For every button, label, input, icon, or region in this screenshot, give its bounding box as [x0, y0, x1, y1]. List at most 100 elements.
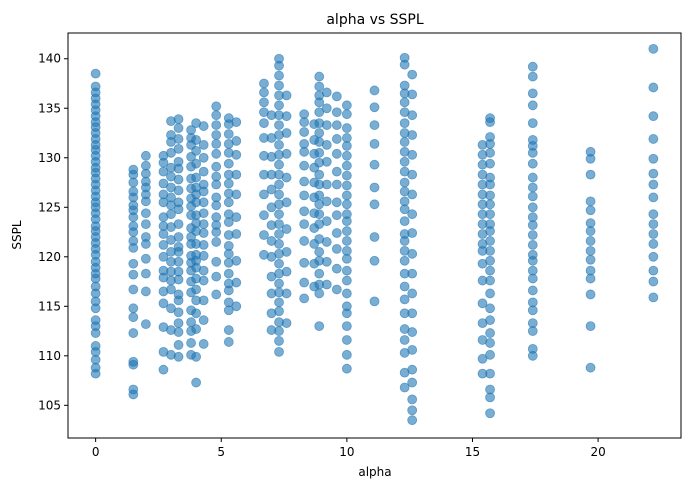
- data-point: [648, 179, 659, 190]
- data-point: [128, 221, 139, 231]
- data-point: [341, 288, 352, 299]
- data-point: [399, 177, 410, 188]
- data-point: [485, 172, 495, 183]
- data-point: [223, 129, 234, 139]
- data-point: [90, 315, 101, 326]
- data-point: [585, 254, 596, 265]
- data-point: [274, 209, 284, 220]
- data-point: [369, 182, 380, 193]
- data-point: [341, 321, 352, 332]
- data-point: [140, 286, 151, 297]
- data-point: [299, 176, 310, 187]
- data-point: [281, 128, 292, 138]
- data-point: [299, 109, 310, 120]
- chart-title: alpha vs SSPL: [326, 12, 424, 28]
- data-point: [485, 199, 495, 210]
- data-point: [648, 168, 659, 179]
- data-point: [231, 229, 242, 239]
- plot-area-frame: [67, 32, 682, 439]
- data-point: [407, 327, 418, 337]
- data-point: [211, 148, 222, 159]
- data-point: [648, 134, 659, 144]
- x-axis-label: alpha: [358, 465, 391, 479]
- data-point: [166, 303, 176, 314]
- data-point: [158, 364, 169, 375]
- data-point: [331, 120, 342, 130]
- data-point: [321, 279, 332, 290]
- data-point: [173, 340, 184, 350]
- data-point: [314, 209, 325, 220]
- data-point: [331, 243, 342, 254]
- data-point: [527, 88, 538, 99]
- data-point: [173, 174, 184, 185]
- data-point: [140, 268, 151, 279]
- data-point: [399, 255, 410, 266]
- data-point: [321, 256, 332, 267]
- data-point: [231, 136, 242, 146]
- data-point: [223, 113, 234, 124]
- data-point: [198, 166, 209, 177]
- data-point: [274, 219, 284, 230]
- data-point: [281, 246, 292, 257]
- x-tick-label: 0: [92, 445, 100, 459]
- data-point: [341, 275, 352, 286]
- data-point: [173, 266, 184, 277]
- data-point: [407, 377, 418, 388]
- data-point: [299, 190, 310, 201]
- data-point: [399, 281, 410, 292]
- data-point: [274, 139, 284, 150]
- data-point: [485, 408, 495, 419]
- data-point: [173, 185, 184, 196]
- data-point: [369, 102, 380, 113]
- data-point: [186, 125, 197, 135]
- data-point: [585, 289, 596, 300]
- data-point: [231, 277, 242, 288]
- data-point: [527, 71, 538, 82]
- data-point: [485, 147, 495, 158]
- data-point: [399, 137, 410, 147]
- data-point: [191, 377, 202, 388]
- data-point: [321, 196, 332, 207]
- data-point: [399, 118, 410, 129]
- data-point: [341, 236, 352, 246]
- data-point: [166, 192, 176, 203]
- data-point: [407, 149, 418, 160]
- data-point: [485, 255, 495, 266]
- data-point: [173, 123, 184, 133]
- data-point: [274, 53, 284, 64]
- data-point: [314, 128, 325, 138]
- data-point: [341, 133, 352, 143]
- data-point: [198, 265, 209, 276]
- data-point: [648, 43, 659, 54]
- data-point: [259, 78, 269, 89]
- data-point: [585, 146, 596, 157]
- data-point: [331, 107, 342, 118]
- data-point: [140, 219, 151, 230]
- data-point: [331, 263, 342, 274]
- data-point: [648, 82, 659, 93]
- data-point: [299, 127, 310, 137]
- data-point: [399, 80, 410, 91]
- data-point: [198, 315, 209, 326]
- data-point: [527, 182, 538, 193]
- data-point: [321, 103, 332, 114]
- data-point: [231, 255, 242, 266]
- data-point: [485, 349, 495, 360]
- data-point: [527, 61, 538, 72]
- data-point: [399, 97, 410, 108]
- data-point: [259, 118, 269, 129]
- x-tick-label: 10: [339, 445, 354, 459]
- data-point: [485, 288, 495, 299]
- data-point: [299, 138, 310, 149]
- data-point: [399, 196, 410, 207]
- data-point: [274, 306, 284, 317]
- data-point: [128, 186, 139, 197]
- data-point: [399, 382, 410, 393]
- data-point: [198, 219, 209, 230]
- data-point: [281, 224, 292, 234]
- data-point: [321, 156, 332, 167]
- data-point: [369, 255, 380, 266]
- data-point: [341, 209, 352, 220]
- data-point: [485, 303, 495, 314]
- data-point: [191, 135, 202, 145]
